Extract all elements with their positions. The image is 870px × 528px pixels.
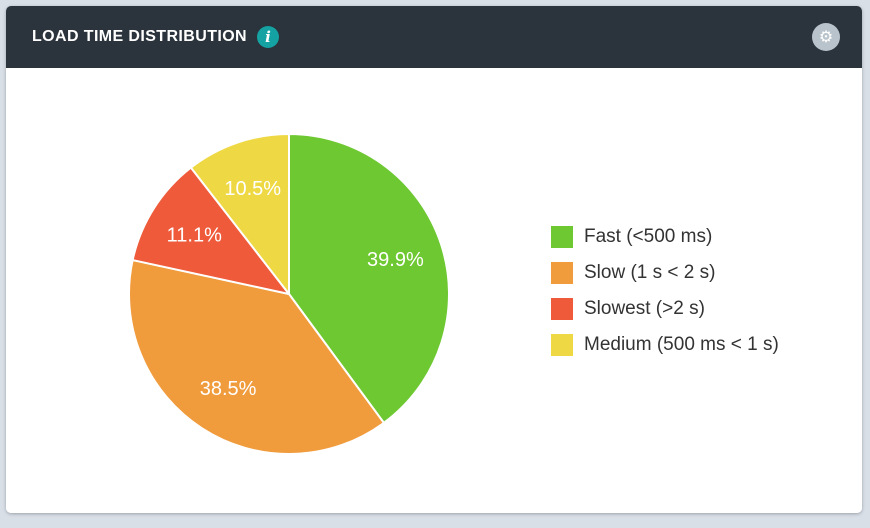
load-time-widget: LOAD TIME DISTRIBUTION i ⚙ 39.9% 38.5% 11.… [6,6,862,513]
info-icon[interactable]: i [257,26,280,48]
pie-slice-label: 10.5% [224,178,281,200]
pie-slice[interactable] [288,133,450,424]
widget-body: 39.9% 38.5% 11.1% 10.5% Fast (<500 ms) Slow … [6,68,862,513]
legend-item[interactable]: Slow (1 s < 2 s) [551,262,779,284]
legend-label: Medium (500 ms < 1 s) [584,334,779,355]
legend-label: Fast (<500 ms) [584,226,713,247]
pie-chart: 39.9% 38.5% 11.1% 10.5% [128,133,450,455]
legend-item[interactable]: Medium (500 ms < 1 s) [551,334,779,356]
pie-slice[interactable] [128,259,385,455]
legend-label: Slowest (>2 s) [584,298,705,319]
pie-slice-label: 11.1% [167,224,222,246]
legend: Fast (<500 ms) Slow (1 s < 2 s) Slowest (>… [551,226,779,356]
legend-label: Slow (1 s < 2 s) [584,262,716,283]
widget-title: LOAD TIME DISTRIBUTION [32,28,248,45]
gear-icon[interactable]: ⚙ [812,23,840,51]
pie-slice-label: 39.9% [367,249,424,271]
legend-swatch [551,298,573,320]
pie-slice[interactable] [131,166,290,295]
pie-slice[interactable] [189,133,290,295]
legend-swatch [551,334,573,356]
widget-header: LOAD TIME DISTRIBUTION i ⚙ [6,6,862,68]
legend-item[interactable]: Fast (<500 ms) [551,226,779,248]
legend-swatch [551,226,573,248]
legend-item[interactable]: Slowest (>2 s) [551,298,779,320]
legend-swatch [551,262,573,284]
pie-slice-label: 38.5% [200,378,257,400]
